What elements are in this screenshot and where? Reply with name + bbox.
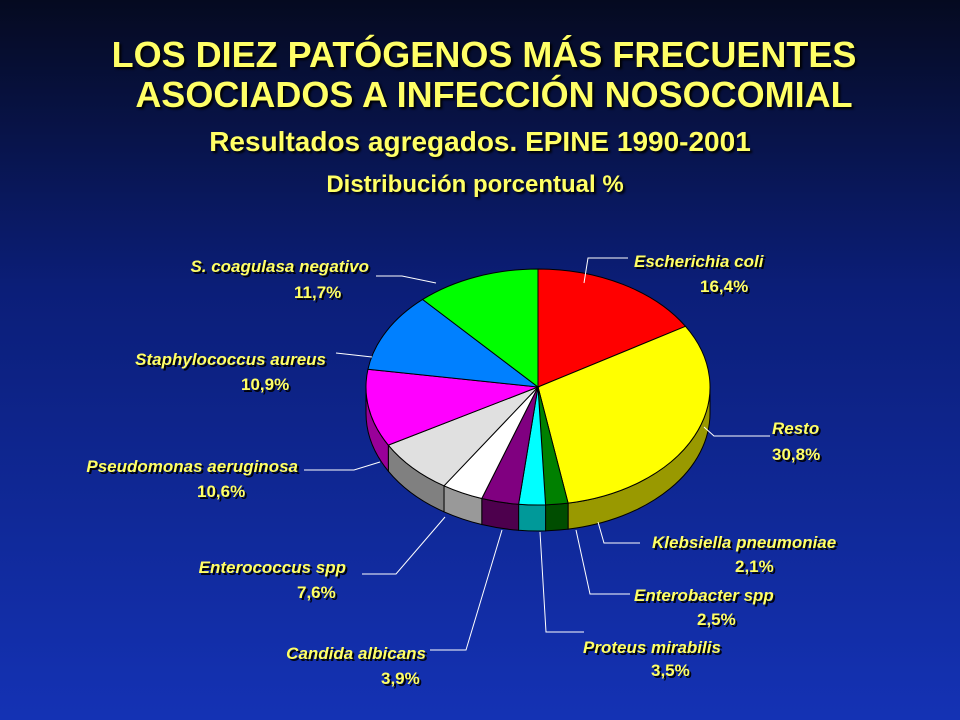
pie-slice-9	[421, 268, 539, 389]
slice-value-6: 7,6%	[297, 583, 336, 602]
title-line-1: LOS DIEZ PATÓGENOS MÁS FRECUENTES	[111, 34, 857, 75]
slice-label-2-shadow: Klebsiella pneumoniae	[654, 535, 838, 554]
pie-slice-8	[367, 298, 540, 388]
slice-value-4-shadow: 3,5%	[653, 663, 692, 682]
slice-label-7-shadow: Pseudomonas aeruginosa	[88, 459, 300, 478]
subtitle: Resultados agregados. EPINE 1990-2001	[209, 126, 751, 157]
slice-value-5-shadow: 3,9%	[383, 671, 422, 690]
slice-label-6: Enterococcus spp	[199, 558, 346, 577]
slice-label-1-shadow: Resto	[774, 421, 821, 440]
leader-line-4	[539, 531, 584, 633]
pie-sides	[365, 386, 711, 532]
slice-label-6-shadow: Enterococcus spp	[201, 560, 348, 579]
pie-side-3	[518, 503, 547, 532]
leader-line-6	[362, 516, 446, 575]
slice-label-2: Klebsiella pneumoniae	[652, 533, 836, 552]
slice-value-3-shadow: 2,5%	[699, 612, 738, 631]
leader-line-1	[703, 426, 770, 437]
slice-label-8: Staphylococcus aureus	[135, 350, 326, 369]
slice-value-3: 2,5%	[697, 610, 736, 629]
slice-value-2: 2,1%	[735, 557, 774, 576]
pie-slice-0	[537, 268, 687, 388]
slice-label-0: Escherichia coli	[634, 252, 765, 271]
slice-value-5: 3,9%	[381, 669, 420, 688]
slice-label-4: Proteus mirabilis	[583, 638, 721, 657]
slice-label-3: Enterobacter spp	[634, 586, 774, 605]
slice-label-1: Resto	[772, 419, 819, 438]
slice-value-6-shadow: 7,6%	[299, 585, 338, 604]
pie-slice-7	[365, 368, 539, 446]
slice-label-9: S. coagulasa negativo	[190, 257, 369, 276]
title-line-2: ASOCIADOS A INFECCIÓN NOSOCOMIAL	[135, 74, 853, 115]
pie-side-2	[545, 502, 569, 532]
leader-line-2	[597, 521, 640, 544]
leader-line-9	[376, 275, 437, 284]
slice-label-9-shadow: S. coagulasa negativo	[192, 259, 371, 278]
slice-value-7: 10,6%	[197, 482, 245, 501]
slice-value-1-shadow: 30,8%	[774, 447, 822, 466]
slice-label-5-shadow: Candida albicans	[288, 646, 428, 665]
slice-value-9: 11,7%	[294, 283, 341, 302]
leader-line-8	[335, 352, 373, 358]
slice-label-7: Pseudomonas aeruginosa	[86, 457, 298, 476]
slice-label-0-shadow: Escherichia coli	[636, 254, 767, 273]
pie-top	[365, 268, 711, 506]
subtitle-distribution: Distribución porcentual %	[326, 171, 624, 198]
slice-value-0: 16,4%	[700, 277, 748, 296]
leader-line-3	[575, 529, 630, 595]
slice-value-4: 3,5%	[651, 661, 690, 680]
slice-label-8-shadow: Staphylococcus aureus	[137, 352, 328, 371]
pie-slice-1	[537, 325, 711, 504]
slice-value-7-shadow: 10,6%	[199, 484, 247, 503]
slice-value-2-shadow: 2,1%	[737, 559, 776, 578]
slice-value-8-shadow: 10,9%	[243, 377, 291, 396]
slice-value-0-shadow: 16,4%	[702, 279, 750, 298]
leader-line-5	[430, 529, 503, 651]
slice-value-1: 30,8%	[772, 445, 820, 464]
slice-label-5: Candida albicans	[286, 644, 426, 663]
leader-line-0	[583, 257, 628, 284]
leader-line-7	[304, 461, 381, 471]
slice-label-3-shadow: Enterobacter spp	[636, 588, 776, 607]
slice-value-9-shadow: 11,7%	[296, 285, 343, 304]
slice-label-4-shadow: Proteus mirabilis	[585, 640, 723, 659]
slice-value-8: 10,9%	[241, 375, 289, 394]
